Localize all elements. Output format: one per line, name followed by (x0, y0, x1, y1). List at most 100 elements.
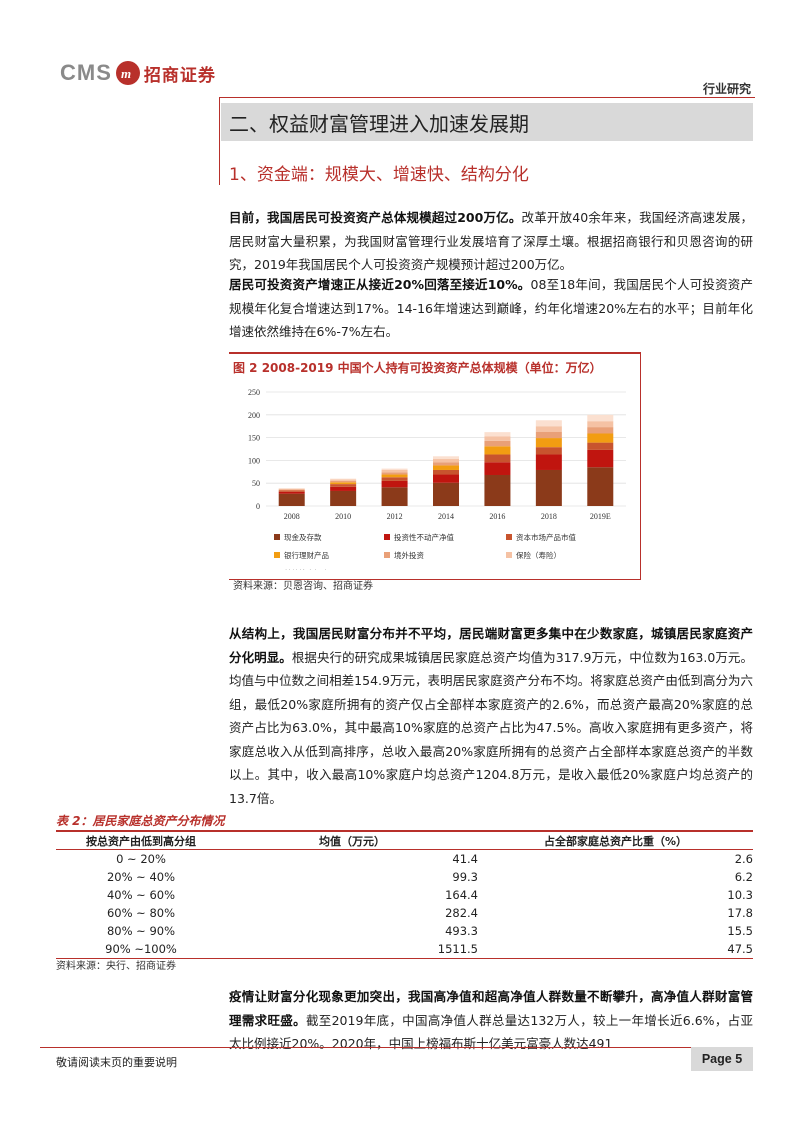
bar-segment (433, 474, 459, 483)
section-title: 二、权益财富管理进入加速发展期 (229, 112, 529, 136)
bar-segment (278, 489, 305, 491)
legend-label: 现金及存款 (284, 532, 322, 542)
legend-label: 投资性不动产净值 (394, 532, 454, 542)
table-header-row: 按总资产由低到高分组 均值（万元） 占全部家庭总资产比重（%） (56, 830, 753, 850)
bar-segment (278, 491, 305, 494)
paragraph-3-body: 根据央行的研究成果城镇居民家庭总资产均值为317.9万元，中位数为163.0万元… (229, 649, 753, 806)
table-row: 20% ~ 40% 99.3 6.2 (56, 868, 753, 886)
investable-assets-chart: 0 50 100 150 200 250 2008 2010 2012 2014 2016 2018 2… (248, 388, 626, 570)
logo-chinese-text: 招商证券 (143, 65, 216, 86)
y-tick-label: 50 (252, 479, 260, 488)
legend-swatch (384, 552, 390, 558)
paragraph-2-lead: 居民可投资资产增速正从接近20%回落至接近10%。 (229, 277, 531, 292)
paragraph-4-lead: 疫情让财富分化现象更加突出，我国高净值和超高净值人群数量不断攀升，高净值人群财富… (229, 989, 753, 1028)
bar-segment (330, 479, 357, 481)
bar-segment (381, 487, 408, 506)
cell-group: 40% ~ 60% (106, 888, 176, 902)
x-tick-label: 2008 (284, 512, 300, 521)
bar-segment (535, 438, 562, 448)
cell-share: 47.5 (478, 940, 753, 959)
figure-frame (229, 352, 641, 580)
section-title-bar (221, 103, 753, 141)
bar-segment (535, 420, 562, 427)
legend-swatch (506, 552, 512, 558)
bar-segment (535, 469, 562, 506)
bar-segment (381, 472, 408, 475)
header-divider (220, 97, 755, 98)
bar-segment (330, 480, 357, 483)
bar-segment (587, 427, 614, 434)
legend-label: 保险（寿险） (516, 550, 561, 560)
cell-mean: 99.3 (452, 870, 478, 884)
bar-segment (587, 433, 614, 443)
bar-segment (330, 486, 357, 491)
paragraph-2-body: 08至18年间，我国居民个人可投资资产规模年化复合增速达到17%。14-16年增… (229, 277, 754, 339)
cell-share: 2.6 (734, 852, 753, 866)
bar-segment (484, 474, 511, 506)
x-tick-label: 2010 (335, 512, 351, 521)
bar-segment (587, 421, 614, 428)
paragraph-3: 从结构上，我国居民财富分布并不平均，居民端财富更多集中在少数家庭，城镇居民家庭资… (229, 622, 753, 810)
legend-swatch (384, 534, 390, 540)
cell-group: 80% ~ 90% (106, 924, 176, 938)
cell-share: 6.2 (734, 870, 753, 884)
report-category-label: 行业研究 (702, 82, 751, 96)
bar-segment (587, 442, 614, 450)
bar-segment (381, 480, 408, 488)
bar-segment (278, 488, 305, 490)
table-row: 0 ~ 20% 41.4 2.6 (56, 850, 753, 869)
figure-title: 图 2 2008-2019 中国个人持有可投资资产总体规模（单位：万亿） (233, 361, 602, 375)
x-tick-label: 2014 (438, 512, 454, 521)
table-row: 40% ~ 60% 164.4 10.3 (56, 886, 753, 904)
y-tick-label: 0 (256, 502, 260, 511)
bar-segment (587, 449, 614, 468)
bar-segment (484, 462, 511, 475)
company-logo: CMS m 招商证券 (60, 58, 216, 88)
footer-divider (40, 1047, 753, 1048)
cell-group: 20% ~ 40% (106, 870, 176, 884)
cell-group: 0 ~ 20% (116, 852, 166, 866)
bar-segment (433, 456, 459, 460)
bar-segment (535, 454, 562, 470)
legend-swatch (274, 552, 280, 558)
cell-mean: 282.4 (445, 906, 478, 920)
y-tick-label: 200 (248, 411, 260, 420)
legend-swatch (274, 534, 280, 540)
asset-distribution-table: 按总资产由低到高分组 均值（万元） 占全部家庭总资产比重（%） 0 ~ 20% 4… (56, 830, 753, 959)
cell-group: 90% ~100% (56, 940, 226, 959)
bar-segment (433, 462, 459, 466)
cell-share: 10.3 (727, 888, 753, 902)
table-title: 表 2：居民家庭总资产分布情况 (56, 814, 225, 828)
cell-share: 15.5 (727, 924, 753, 938)
paragraph-2: 居民可投资资产增速正从接近20%回落至接近10%。08至18年间，我国居民个人可… (229, 273, 753, 344)
bar-segment (484, 440, 511, 447)
bar-segment (535, 447, 562, 455)
y-tick-label: 150 (248, 434, 260, 443)
legend-label: 境外投资 (394, 550, 424, 560)
bar-segment (278, 490, 305, 492)
x-tick-label: 2012 (387, 512, 403, 521)
bar-segment (381, 468, 408, 470)
table-row: 80% ~ 90% 493.3 15.5 (56, 922, 753, 940)
legend-label: 其他境内投资 (284, 568, 329, 570)
legend-label: 资本市场产品市值 (516, 532, 576, 542)
logo-cms-text: CMS (60, 60, 112, 85)
subsection-title: 1、资金端：规模大、增速快、结构分化 (229, 165, 529, 185)
cell-mean: 493.3 (445, 924, 478, 938)
bar-segment (330, 490, 357, 506)
bar-segment (484, 432, 511, 437)
bar-segment (587, 467, 614, 506)
bar-segment (381, 474, 408, 478)
footer-disclaimer: 敬请阅读末页的重要说明 (56, 1056, 177, 1069)
table-row: 90% ~100% 1511.5 47.5 (56, 940, 753, 959)
table-header-mean: 均值（万元） (226, 830, 478, 850)
legend-label: 银行理财产品 (284, 550, 329, 560)
paragraph-3-lead: 从结构上，我国居民财富分布并不平均，居民端财富更多集中在少数家庭，城镇居民家庭资… (229, 626, 753, 665)
table-source: 资料来源：央行、招商证券 (56, 961, 176, 972)
sidebar-divider (219, 97, 220, 185)
cell-share: 17.8 (727, 906, 753, 920)
paragraph-4: 疫情让财富分化现象更加突出，我国高净值和超高净值人群数量不断攀升，高净值人群财富… (229, 985, 753, 1056)
paragraph-1: 目前，我国居民可投资资产总体规模超过200万亿。改革开放40余年来，我国经济高速… (229, 206, 753, 277)
bar-segment (484, 436, 511, 441)
bar-segment (433, 465, 459, 470)
